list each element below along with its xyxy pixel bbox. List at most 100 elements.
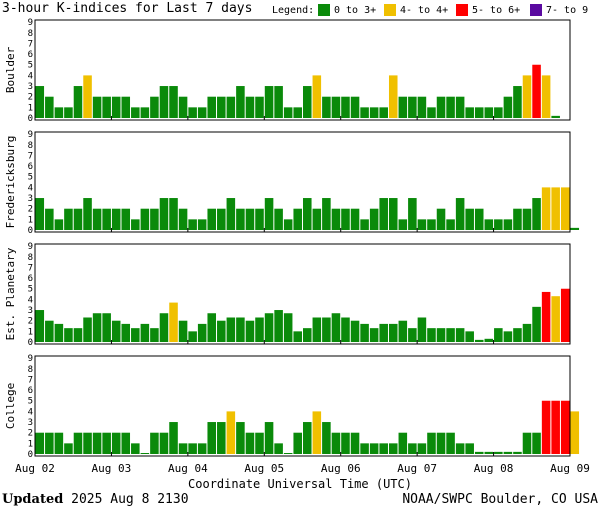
k-index-bar [303,422,312,454]
k-index-bar [360,219,369,230]
y-tick-label: 8 [28,141,33,151]
k-index-bar [207,208,217,230]
k-index-bar [532,64,541,118]
k-index-bar [131,328,140,342]
k-index-bar [331,96,341,118]
k-index-bar [217,96,226,118]
k-index-bar [541,75,551,118]
k-index-bar [131,443,140,454]
k-index-bar [398,432,408,454]
x-tick-label: Aug 07 [397,462,437,475]
k-index-bar [513,208,522,230]
k-index-bar [532,432,541,454]
y-tick-label: 2 [28,429,33,439]
k-index-bar [111,432,121,454]
k-index-bar [236,317,245,342]
k-index-bar [255,96,264,118]
k-index-bar [217,422,226,454]
k-index-bar [494,107,503,118]
k-index-bar [484,219,494,230]
k-index-bar [570,411,580,454]
k-index-bar [73,86,83,118]
k-index-bar [503,331,513,342]
k-index-bar [207,96,217,118]
k-index-bar [35,198,45,230]
k-index-bar [73,328,83,342]
k-index-bar [283,313,293,342]
y-tick-label: 7 [28,263,33,273]
x-tick-label: Aug 05 [244,462,284,475]
k-index-bar [312,208,322,230]
k-index-bar [350,320,360,342]
y-tick-label: 0 [28,226,33,236]
k-index-bar [169,198,178,230]
k-index-bar [341,96,350,118]
k-index-bar [303,86,312,118]
y-tick-label: 8 [28,29,33,39]
k-index-bar [159,86,169,118]
k-index-bar [551,187,560,230]
k-index-bar [226,411,236,454]
k-index-bar [111,320,121,342]
legend-swatch-7-9 [530,4,542,16]
y-tick-label: 8 [28,365,33,375]
k-index-bar [255,317,264,342]
k-index-bar [494,328,503,342]
y-tick-label: 4 [28,295,33,305]
legend-item-7-9: 7- to 9 [546,5,589,16]
k-index-bar [379,323,388,342]
k-index-bar [551,296,560,342]
k-index-bar [560,187,570,230]
k-index-bar [484,107,494,118]
k-index-bar [102,313,111,342]
k-index-bar [121,96,131,118]
k-index-bar [494,451,503,454]
k-index-bar [446,432,455,454]
k-index-bar [73,208,83,230]
k-index-bar [64,443,73,454]
k-index-bar [159,198,169,230]
k-index-bar [541,291,551,342]
k-index-bar [570,227,580,230]
k-index-bar [54,107,64,118]
k-index-bar [169,86,178,118]
k-index-bar [331,432,341,454]
k-index-bar [436,328,446,342]
k-index-bar [45,96,54,118]
k-index-bar [169,302,178,342]
k-index-bar [312,317,322,342]
k-index-bar [341,432,350,454]
k-index-bar [350,432,360,454]
k-index-bar [45,320,54,342]
k-index-bar [455,443,465,454]
k-index-bar [560,400,570,454]
k-index-bar [369,328,379,342]
panel-frame [34,355,571,457]
y-tick-label: 3 [28,82,33,92]
k-index-bar [312,411,322,454]
k-index-bar [360,443,369,454]
k-index-bar [417,219,427,230]
y-tick-label: 1 [28,103,33,113]
k-index-bar [388,443,398,454]
k-index-bar [532,306,541,342]
k-index-bar [427,107,436,118]
k-index-bar [188,443,197,454]
k-index-bar [111,208,121,230]
k-index-bar [379,443,388,454]
k-index-bar [255,208,264,230]
k-index-bar [178,320,188,342]
x-tick-label: Aug 09 [550,462,590,475]
k-index-bar [522,208,532,230]
k-index-bar [83,317,92,342]
k-index-bar [494,219,503,230]
k-index-bar [64,107,73,118]
k-index-bar [131,219,140,230]
k-index-bar [236,86,245,118]
k-index-bar [188,219,197,230]
y-tick-label: 1 [28,215,33,225]
k-index-bar [140,453,150,454]
k-index-bar [369,443,379,454]
k-index-bar [455,96,465,118]
k-index-bar [264,313,274,342]
